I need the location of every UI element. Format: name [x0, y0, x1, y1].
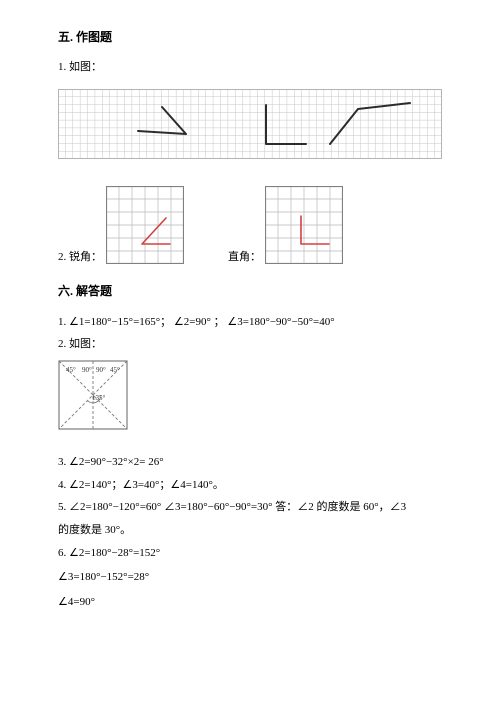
- solutions-block-2: 3. ∠2=90°−32°×2= 26° 4. ∠2=140°；∠3=40°；∠…: [58, 453, 442, 612]
- ans-5a: 5. ∠2=180°−120°=60° ∠3=180°−60°−90°=30° …: [58, 498, 442, 517]
- section-5-title: 五. 作图题: [58, 28, 442, 45]
- ans-1: 1. ∠1=180°−15°=165°； ∠2=90° ； ∠3=180°−90…: [58, 313, 442, 332]
- right-grid: [265, 186, 343, 264]
- solutions-block: 1. ∠1=180°−15°=165°； ∠2=90° ； ∠3=180°−90…: [58, 313, 442, 354]
- svg-text:45°: 45°: [66, 366, 76, 374]
- svg-text:90°: 90°: [82, 366, 92, 374]
- svg-text:45°: 45°: [110, 366, 120, 374]
- ans-6b: ∠3=180°−152°=28°: [58, 568, 442, 587]
- ans-2: 2. 如图：: [58, 335, 442, 354]
- square-angle-figure: 45° 90° 90° 45° 135°: [58, 360, 442, 435]
- ans-6c: ∠4=90°: [58, 593, 442, 612]
- ans-6a: 6. ∠2=180°−28°=152°: [58, 544, 442, 563]
- acute-label: 2. 锐角：: [58, 248, 102, 264]
- wide-grid-figure: [58, 89, 442, 164]
- svg-text:90°: 90°: [96, 366, 106, 374]
- svg-text:135°: 135°: [92, 394, 106, 402]
- right-label: 直角：: [228, 248, 261, 264]
- s5-item1: 1. 如图：: [58, 59, 442, 77]
- ans-3: 3. ∠2=90°−32°×2= 26°: [58, 453, 442, 472]
- section-6-title: 六. 解答题: [58, 282, 442, 299]
- ans-4: 4. ∠2=140°；∠3=40°；∠4=140°。: [58, 476, 442, 495]
- ans-5b: 的度数是 30°。: [58, 521, 442, 540]
- small-grids-row: 2. 锐角： 直角：: [58, 186, 442, 264]
- acute-grid: [106, 186, 184, 264]
